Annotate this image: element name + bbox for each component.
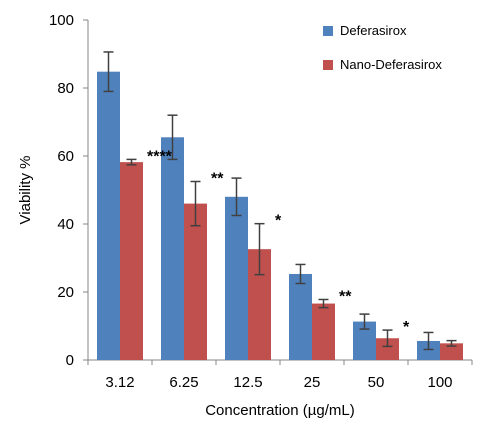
bar-deferasirox xyxy=(353,321,376,360)
bar-deferasirox xyxy=(161,137,184,360)
significance-label: **** xyxy=(147,148,173,165)
bar-deferasirox xyxy=(417,340,440,360)
x-tick-label: 25 xyxy=(304,374,321,391)
significance-label: ** xyxy=(339,288,352,305)
bar-deferasirox xyxy=(225,196,248,360)
y-tick-label: 0 xyxy=(66,352,74,369)
y-axis-title: Viability % xyxy=(17,156,34,225)
axes: 0 20 40 60 80 100 3.12 6.25 12.5 25 50 100 xyxy=(49,12,473,391)
legend-swatch xyxy=(323,60,333,70)
x-axis-title: Concentration (µg/mL) xyxy=(205,402,355,419)
y-tick-label: 40 xyxy=(57,216,74,233)
x-tick-label: 3.12 xyxy=(105,374,134,391)
bar-nano-deferasirox xyxy=(120,162,143,360)
y-tick-label: 80 xyxy=(57,80,74,97)
bars xyxy=(97,71,463,361)
bar-deferasirox xyxy=(289,273,312,360)
y-tick-label: 100 xyxy=(49,12,74,29)
legend-label: Deferasirox xyxy=(340,23,407,38)
significance-label: * xyxy=(275,213,282,230)
bar-nano-deferasirox xyxy=(184,203,207,360)
error-bars xyxy=(103,51,457,351)
significance-labels: ********** xyxy=(147,148,410,336)
legend: Deferasirox Nano-Deferasirox xyxy=(323,23,442,72)
x-tick-label: 12.5 xyxy=(233,374,262,391)
x-tick-label: 6.25 xyxy=(169,374,198,391)
significance-label: * xyxy=(403,319,410,336)
y-tick-label: 60 xyxy=(57,148,74,165)
bar-deferasirox xyxy=(97,71,120,361)
y-tick-label: 20 xyxy=(57,284,74,301)
bar-nano-deferasirox xyxy=(248,249,271,360)
legend-swatch xyxy=(323,26,333,36)
bar-nano-deferasirox xyxy=(440,343,463,360)
bar-nano-deferasirox xyxy=(376,338,399,360)
legend-label: Nano-Deferasirox xyxy=(340,57,442,72)
x-tick-label: 100 xyxy=(427,374,452,391)
x-tick-label: 50 xyxy=(368,374,385,391)
significance-label: ** xyxy=(211,171,224,188)
bar-nano-deferasirox xyxy=(312,303,335,360)
